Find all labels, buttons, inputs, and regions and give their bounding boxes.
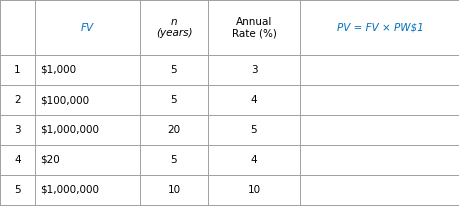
Text: Annual
Rate (%): Annual Rate (%) <box>231 17 276 38</box>
Text: 4: 4 <box>14 155 21 165</box>
Text: 5: 5 <box>14 185 21 195</box>
Text: $100,000: $100,000 <box>40 95 89 105</box>
Text: 3: 3 <box>250 65 257 75</box>
Text: $1,000: $1,000 <box>40 65 76 75</box>
Text: 5: 5 <box>250 125 257 135</box>
Text: 5: 5 <box>170 95 177 105</box>
Text: PV = FV × PW$1: PV = FV × PW$1 <box>336 22 422 33</box>
Text: 4: 4 <box>250 95 257 105</box>
Text: $20: $20 <box>40 155 60 165</box>
Text: FV: FV <box>81 22 94 33</box>
Text: $1,000,000: $1,000,000 <box>40 185 99 195</box>
Text: 5: 5 <box>170 65 177 75</box>
Text: 3: 3 <box>14 125 21 135</box>
Text: 4: 4 <box>250 155 257 165</box>
Text: 2: 2 <box>14 95 21 105</box>
Text: $1,000,000: $1,000,000 <box>40 125 99 135</box>
Text: 10: 10 <box>167 185 180 195</box>
Text: 10: 10 <box>247 185 260 195</box>
Text: 1: 1 <box>14 65 21 75</box>
Text: 5: 5 <box>170 155 177 165</box>
Text: 20: 20 <box>167 125 180 135</box>
Text: n
(years): n (years) <box>156 17 192 38</box>
